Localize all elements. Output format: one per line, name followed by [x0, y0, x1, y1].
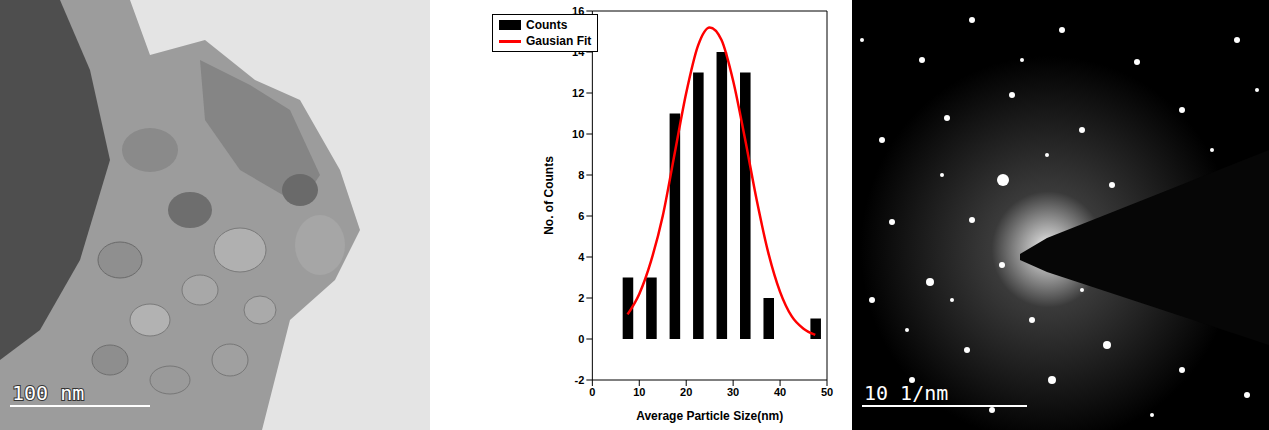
svg-text:10: 10	[633, 386, 645, 398]
svg-text:0: 0	[589, 386, 595, 398]
html-text:Counts: Counts	[526, 18, 568, 32]
svg-text:100 nm: 100 nm	[12, 381, 84, 405]
svg-text:No. of Counts: No. of Counts	[542, 156, 556, 235]
svg-text:14: 14	[572, 46, 585, 58]
svg-text:30: 30	[727, 386, 739, 398]
svg-text:6: 6	[578, 210, 584, 222]
svg-text:8: 8	[578, 169, 584, 181]
html-text:Gausian Fit: Gausian Fit	[526, 34, 592, 48]
svg-text:0: 0	[578, 333, 584, 345]
svg-text:-2: -2	[575, 374, 585, 386]
svg-text:Average Particle Size(nm): Average Particle Size(nm)	[636, 409, 783, 423]
svg-text:2: 2	[578, 292, 584, 304]
svg-text:12: 12	[572, 87, 584, 99]
svg-text:10: 10	[572, 128, 584, 140]
svg-text:10 1/nm: 10 1/nm	[864, 381, 948, 405]
svg-text:40: 40	[774, 386, 786, 398]
svg-text:20: 20	[680, 386, 692, 398]
svg-text:16: 16	[572, 5, 584, 17]
svg-text:50: 50	[821, 386, 833, 398]
svg-text:4: 4	[578, 251, 585, 263]
